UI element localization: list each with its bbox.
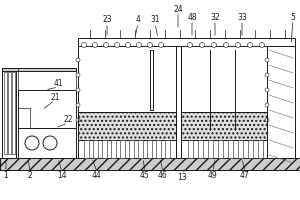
Text: 1: 1 [4,170,8,180]
Bar [4,72,7,154]
Circle shape [82,43,86,47]
Bar [238,140,243,158]
Bar [0,158,300,170]
Circle shape [265,118,269,122]
Bar [188,140,193,158]
Bar [156,140,161,158]
Text: 2: 2 [28,170,32,180]
Bar [181,45,267,158]
Text: 45: 45 [140,170,150,180]
Text: 5: 5 [291,12,296,21]
Bar [78,45,176,158]
Bar [138,140,143,158]
Circle shape [265,73,269,77]
Bar [18,128,76,158]
Circle shape [76,58,80,62]
Circle shape [148,43,152,47]
Bar [111,140,116,158]
Circle shape [248,43,253,47]
Circle shape [125,43,130,47]
Circle shape [224,43,229,47]
Bar [93,140,98,158]
Bar [78,112,176,140]
Text: 21: 21 [50,92,60,102]
Text: 41: 41 [53,79,63,88]
Bar [78,38,295,46]
Circle shape [260,43,265,47]
Circle shape [76,103,80,107]
Circle shape [92,43,98,47]
Text: 44: 44 [92,170,102,180]
Text: 31: 31 [150,16,160,24]
Text: 22: 22 [63,116,73,124]
Circle shape [265,103,269,107]
Circle shape [43,136,57,150]
Text: 49: 49 [208,170,218,180]
Bar [248,140,253,158]
Bar [2,68,76,71]
Bar [102,140,107,158]
Bar [198,140,203,158]
Bar [147,140,152,158]
Text: 48: 48 [187,12,197,21]
Bar [0,158,300,170]
Circle shape [115,43,119,47]
Circle shape [212,43,217,47]
Bar [258,140,263,158]
Text: 23: 23 [102,16,112,24]
Bar [120,140,125,158]
Bar [208,140,213,158]
Circle shape [200,43,205,47]
Text: 33: 33 [237,12,247,21]
Bar [78,112,176,140]
Circle shape [76,118,80,122]
Bar [8,72,11,154]
Bar [181,112,267,140]
Circle shape [76,88,80,92]
Text: 32: 32 [210,12,220,21]
Circle shape [76,73,80,77]
Circle shape [265,58,269,62]
Circle shape [188,43,193,47]
Text: 47: 47 [240,170,250,180]
Bar [150,50,153,110]
Bar [176,45,181,158]
Text: 46: 46 [158,170,168,180]
Circle shape [136,43,142,47]
Bar [218,140,223,158]
Text: 14: 14 [57,170,67,180]
Bar [12,72,15,154]
Bar [181,112,267,140]
Circle shape [158,43,164,47]
Bar [84,140,89,158]
Circle shape [265,88,269,92]
Text: 13: 13 [177,172,187,182]
Bar [228,140,233,158]
Text: 4: 4 [136,16,140,24]
Bar [2,68,16,158]
Text: 24: 24 [173,4,183,14]
Circle shape [103,43,109,47]
Bar [129,140,134,158]
Bar [165,140,170,158]
Circle shape [236,43,241,47]
Bar [267,45,295,158]
Bar [18,90,76,128]
Circle shape [25,136,39,150]
